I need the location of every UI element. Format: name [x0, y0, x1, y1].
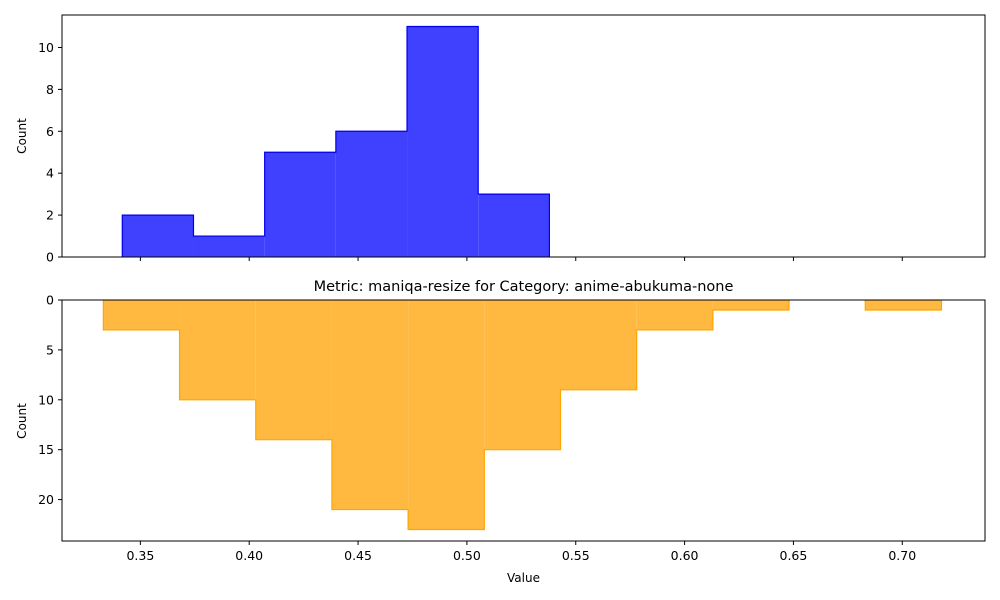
bottom-x-tick-label: 0.60 — [671, 548, 699, 563]
top-y-axis: 0 2 4 6 8 10 — [38, 40, 62, 265]
top-y-axis-label: Count — [15, 118, 29, 154]
top-histogram-bar — [478, 194, 550, 257]
bottom-x-tick-label: 0.70 — [888, 548, 916, 563]
bottom-histogram-outline — [864, 300, 943, 311]
bottom-y-tick-label: 20 — [38, 492, 54, 507]
top-y-tick-label: 2 — [46, 208, 54, 223]
top-histogram-bar — [335, 131, 408, 257]
bottom-chart-title: Metric: maniqa-resize for Category: anim… — [314, 279, 734, 295]
bottom-histogram-bar — [636, 300, 713, 330]
bottom-histogram-bar — [484, 300, 561, 450]
bottom-x-tick-label: 0.40 — [235, 548, 263, 563]
bottom-histogram-outline — [102, 300, 790, 531]
top-x-axis — [139, 257, 903, 261]
bottom-x-tick-label: 0.35 — [126, 548, 154, 563]
bottom-y-axis: 0 5 10 15 20 — [38, 293, 62, 507]
bottom-histogram-panel: Metric: maniqa-resize for Category: anim… — [15, 279, 986, 585]
bottom-y-axis-label: Count — [15, 403, 29, 439]
top-histogram-bar — [407, 26, 479, 258]
bottom-histogram-bar — [560, 300, 637, 390]
top-axes-frame — [61, 14, 986, 258]
bottom-y-tick-label: 5 — [46, 342, 54, 357]
bottom-histogram-bar — [103, 300, 180, 330]
bottom-y-tick-label: 0 — [46, 293, 54, 308]
top-histogram-outline — [121, 25, 551, 257]
bottom-y-tick-label: 10 — [38, 392, 54, 407]
bottom-x-axis: 0.35 0.40 0.45 0.50 0.55 0.60 0.65 0.70 — [126, 541, 916, 563]
top-histogram-panel: 0 2 4 6 8 10 Count — [15, 14, 986, 265]
bottom-histogram-bar — [331, 300, 409, 510]
top-y-tick-label: 4 — [46, 166, 54, 181]
bottom-x-axis-label: Value — [507, 571, 540, 585]
bottom-histogram-bar — [712, 300, 790, 310]
top-histogram-bar — [193, 236, 265, 257]
bottom-histogram-bar — [255, 300, 332, 440]
top-histogram-bar — [122, 215, 194, 257]
bottom-x-tick-label: 0.65 — [780, 548, 808, 563]
top-y-tick-label: 10 — [38, 40, 54, 55]
bottom-histogram-bar — [408, 300, 485, 530]
bottom-x-tick-label: 0.45 — [344, 548, 372, 563]
top-histogram-bar — [264, 152, 336, 257]
bottom-x-tick-label: 0.50 — [453, 548, 481, 563]
top-y-tick-label: 6 — [46, 124, 54, 139]
bottom-histogram-bar — [865, 300, 942, 310]
top-y-tick-label: 8 — [46, 82, 54, 97]
bottom-axes-frame — [61, 299, 986, 542]
bottom-histogram-bar — [179, 300, 256, 400]
bottom-plot-area — [102, 300, 943, 531]
bottom-x-tick-label: 0.55 — [562, 548, 590, 563]
bottom-y-tick-label: 15 — [38, 442, 54, 457]
top-y-tick-label: 0 — [46, 250, 54, 265]
top-plot-area — [121, 25, 551, 258]
